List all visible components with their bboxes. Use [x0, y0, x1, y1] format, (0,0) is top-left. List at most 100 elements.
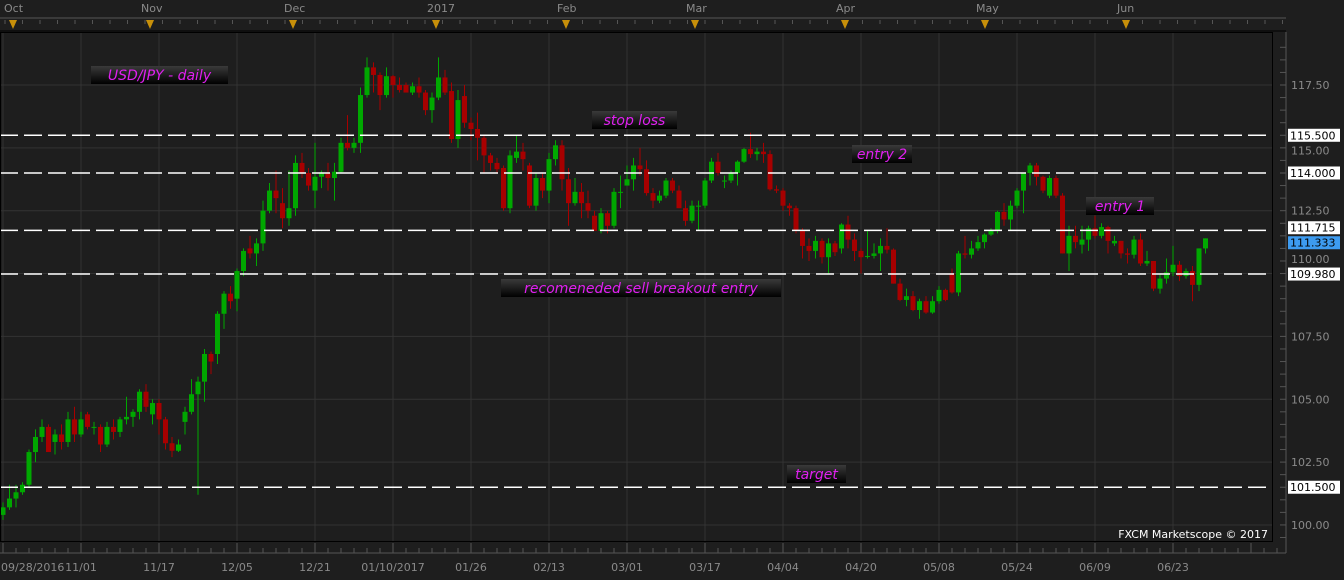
- candle: [741, 147, 747, 163]
- candle: [546, 152, 552, 204]
- date-axis[interactable]: 09/28/2016 11/01 11/17 12/05 12/21 01/10/2017…: [0, 543, 1286, 574]
- candle: [299, 152, 305, 179]
- candle-body: [111, 426, 116, 432]
- candle-body: [423, 92, 428, 111]
- candle-body: [806, 245, 812, 251]
- candle-body: [1034, 165, 1039, 177]
- annotation-box: [787, 465, 846, 483]
- candle-body: [1086, 228, 1091, 240]
- candle-body: [956, 253, 961, 293]
- candle: [286, 170, 292, 226]
- level-price-label: 115.500: [1290, 129, 1336, 142]
- candle: [202, 348, 207, 402]
- candle: [722, 175, 727, 189]
- candle: [520, 142, 526, 171]
- candle-body: [761, 151, 766, 155]
- candle: [884, 228, 890, 254]
- candle-body: [215, 313, 220, 354]
- candle-body: [1144, 260, 1150, 264]
- month-marker-triangle-icon[interactable]: [981, 20, 989, 29]
- candle-body: [273, 190, 279, 199]
- candle: [280, 188, 285, 229]
- candle-body: [611, 191, 617, 226]
- candle: [325, 162, 331, 191]
- candle: [59, 424, 64, 450]
- candle-body: [52, 434, 58, 442]
- candle-body: [462, 96, 467, 123]
- candle-body: [1040, 176, 1046, 191]
- month-marker-triangle-icon[interactable]: [841, 20, 849, 29]
- price-axis[interactable]: 117.50 115.500 115.00 114.000 112.50 111.715 1…: [1280, 32, 1340, 553]
- candle-body: [1060, 195, 1065, 254]
- month-label: Dec: [284, 2, 305, 15]
- candle-body: [800, 230, 805, 246]
- month-marker-triangle-icon[interactable]: [432, 20, 440, 29]
- candle-body: [897, 283, 903, 300]
- candle: [644, 160, 649, 196]
- candle: [663, 178, 669, 199]
- candle-body: [969, 248, 974, 255]
- candle: [592, 210, 597, 231]
- candle-body: [702, 180, 708, 206]
- candle-body: [1079, 239, 1085, 245]
- candle-body: [221, 293, 227, 314]
- candle: [390, 74, 396, 98]
- candle-body: [858, 250, 864, 258]
- candle-body: [793, 208, 799, 231]
- candle-body: [1092, 228, 1098, 236]
- candle-body: [410, 86, 415, 93]
- candle-body: [962, 253, 968, 255]
- candle-body: [546, 159, 552, 191]
- candle: [858, 248, 864, 274]
- date-tick-label: 01/26: [455, 561, 487, 574]
- candle-body: [176, 444, 181, 451]
- level-lines[interactable]: [0, 134, 1272, 488]
- candle-body: [163, 419, 168, 444]
- candle: [195, 376, 201, 495]
- month-marker-triangle-icon[interactable]: [9, 20, 17, 29]
- month-marker-triangle-icon[interactable]: [562, 20, 570, 29]
- candle: [1203, 238, 1208, 254]
- candle: [1001, 203, 1007, 226]
- candle: [130, 409, 136, 427]
- candle: [1170, 245, 1176, 277]
- month-marker-triangle-icon[interactable]: [289, 20, 297, 29]
- candle-body: [533, 178, 539, 206]
- candle-body: [520, 151, 526, 160]
- candle-body: [338, 142, 344, 172]
- candle: [377, 72, 383, 111]
- month-marker-triangle-icon[interactable]: [691, 20, 699, 29]
- month-marker-triangle-icon[interactable]: [146, 20, 154, 29]
- candle-body: [988, 230, 994, 235]
- candle-body: [579, 191, 584, 204]
- candle-body: [241, 250, 246, 272]
- candle: [553, 140, 558, 166]
- candle-body: [72, 419, 77, 435]
- candle: [995, 210, 1000, 234]
- level-price-box: [1288, 166, 1340, 180]
- annotation-box: [852, 145, 912, 163]
- candle: [527, 162, 532, 209]
- candle-body: [1008, 205, 1013, 220]
- candle: [1177, 260, 1182, 282]
- candle: [234, 268, 240, 312]
- candle-body: [936, 289, 942, 302]
- candle-body: [397, 85, 402, 91]
- candle: [969, 240, 974, 259]
- candle-body: [429, 97, 435, 111]
- candle-body: [319, 172, 324, 177]
- candle-body: [741, 149, 747, 162]
- candle-body: [715, 161, 721, 173]
- candle-body: [1138, 239, 1143, 264]
- candle-body: [592, 215, 597, 231]
- candle: [982, 233, 987, 249]
- candle: [1112, 235, 1117, 246]
- month-marker-triangle-icon[interactable]: [1122, 20, 1130, 29]
- candle: [189, 379, 194, 415]
- candle: [338, 137, 344, 173]
- candles: [0, 57, 1208, 520]
- date-tick-label: 09/28/2016: [1, 561, 64, 574]
- candle: [78, 411, 84, 437]
- candle-body: [826, 243, 831, 258]
